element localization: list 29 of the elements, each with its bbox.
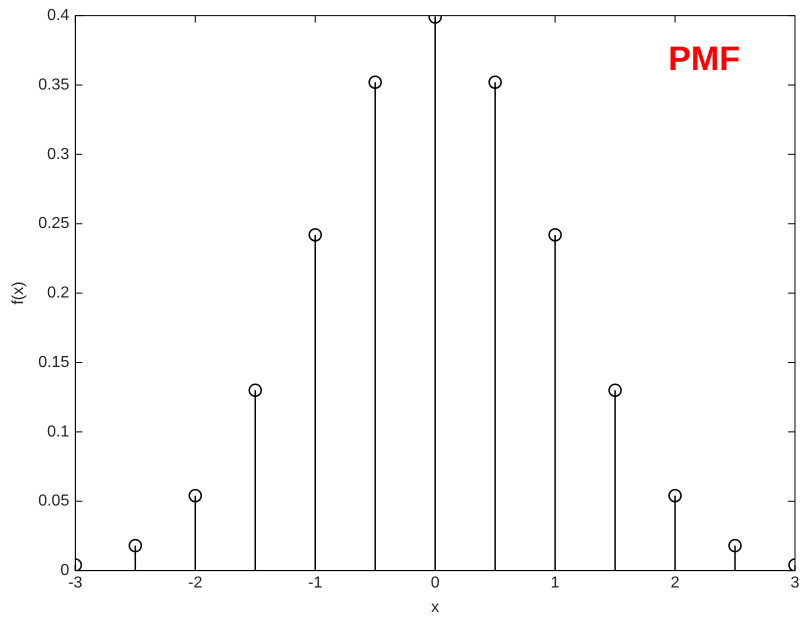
point (728, 538, 742, 552)
point (128, 538, 142, 552)
point (248, 383, 262, 397)
point (368, 75, 382, 89)
y-axis-title: f(x) (10, 282, 28, 305)
x-tick-label: 0 (430, 574, 440, 592)
point (488, 75, 502, 89)
point (548, 228, 562, 242)
x-tick-label: 3 (790, 574, 800, 592)
annotation: PMF (668, 40, 740, 79)
y-tick-label: 0.15 (38, 354, 70, 371)
x-tick-label: 1 (550, 574, 560, 592)
y-tick-label: 0.3 (47, 146, 70, 163)
y-tick-label: 0.35 (38, 76, 70, 94)
y-tick-label: 0.1 (47, 423, 70, 440)
y-tick-label: 0.4 (47, 7, 70, 24)
y-tick-label: 0.25 (38, 215, 70, 232)
y-tick-label: 0.2 (47, 284, 70, 302)
point (308, 228, 322, 242)
point (188, 488, 202, 502)
point (668, 488, 682, 502)
x-tick-label: -2 (188, 574, 202, 592)
point (608, 383, 622, 397)
x-axis-title: x (431, 598, 440, 616)
x-tick-label: 2 (670, 574, 680, 592)
x-tick-label: -1 (308, 574, 322, 592)
y-tick-label: 0 (60, 562, 70, 580)
y-tick-label: 0.05 (38, 492, 70, 510)
x-tick-label: -3 (68, 574, 83, 592)
